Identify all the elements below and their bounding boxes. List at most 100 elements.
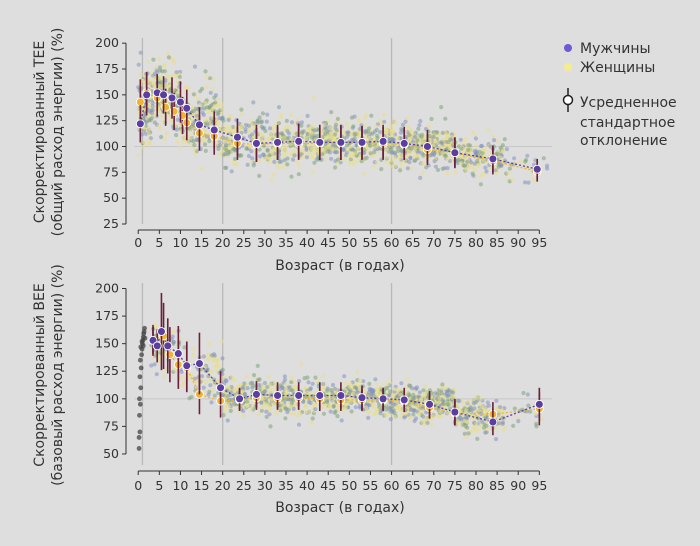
scatter-point (353, 151, 358, 156)
scatter-point (291, 406, 296, 411)
scatter-point (368, 151, 373, 156)
scatter-point (322, 131, 328, 136)
scatter-point (400, 122, 405, 127)
scatter-point (243, 122, 249, 128)
scatter-point (384, 407, 389, 412)
scatter-point (523, 158, 529, 163)
scatter-point (336, 157, 341, 162)
scatter-point (420, 132, 425, 137)
x-tick-label: 70 (426, 235, 442, 250)
scatter-point (200, 86, 205, 91)
bee-infant-points (136, 325, 148, 451)
scatter-point (201, 385, 206, 390)
scatter-point (259, 408, 264, 413)
scatter-point (182, 139, 187, 144)
scatter-point (335, 162, 340, 167)
scatter-point (412, 389, 417, 394)
scatter-point (391, 129, 396, 134)
scatter-point (209, 353, 214, 358)
scatter-point (233, 128, 238, 134)
scatter-point (522, 180, 528, 185)
scatter-point (444, 386, 449, 391)
legend: Мужчины Женщины Усредненное стандартное … (562, 41, 677, 149)
scatter-point (203, 69, 208, 74)
scatter-point (357, 384, 362, 389)
scatter-point (418, 146, 424, 151)
scatter-point (500, 415, 505, 420)
scatter-point (450, 395, 455, 400)
y-tick-label: 200 (95, 281, 119, 296)
scatter-point (162, 136, 168, 141)
scatter-point (141, 140, 146, 145)
scatter-point (309, 420, 314, 426)
scatter-point (526, 180, 531, 185)
x-tick-label: 0 (134, 235, 142, 250)
scatter-point (474, 150, 479, 155)
scatter-point (512, 406, 517, 411)
scatter-point (220, 393, 225, 398)
scatter-point (350, 151, 355, 156)
legend-women-marker (564, 63, 572, 71)
scatter-point (399, 161, 404, 166)
men-mean-point (135, 119, 145, 129)
scatter-point (267, 126, 273, 131)
scatter-point (393, 163, 398, 168)
scatter-point (433, 164, 438, 169)
scatter-point (362, 156, 368, 161)
scatter-point (367, 403, 372, 408)
scatter-point (268, 134, 273, 139)
men-mean-point (378, 136, 388, 146)
y-tick-label: 50 (103, 446, 119, 461)
scatter-point (267, 407, 272, 412)
y-tick-label: 25 (103, 216, 119, 231)
scatter-point (238, 126, 244, 132)
scatter-point (372, 411, 377, 416)
scatter-point (383, 413, 388, 418)
scatter-point (329, 110, 334, 115)
scatter-point (445, 156, 450, 161)
scatter-point (498, 155, 503, 160)
scatter-point (310, 146, 315, 151)
men-mean-point (378, 394, 388, 404)
scatter-point (266, 374, 271, 379)
scatter-point (278, 383, 283, 388)
men-mean-point (488, 417, 498, 427)
scatter-point (488, 144, 493, 149)
scatter-point (208, 383, 213, 388)
scatter-point (175, 139, 180, 144)
scatter-point (171, 58, 176, 63)
x-tick-label: 30 (257, 478, 273, 493)
scatter-point (313, 375, 318, 380)
scatter-point (192, 64, 198, 69)
scatter-point (150, 111, 155, 116)
scatter-point (339, 418, 344, 423)
scatter-point (220, 367, 225, 372)
x-tick-label: 35 (278, 235, 294, 250)
men-mean-point (182, 103, 192, 113)
scatter-point (267, 153, 272, 158)
scatter-point (402, 415, 407, 420)
scatter-point (302, 390, 307, 395)
scatter-point (251, 135, 256, 140)
men-mean-point (156, 327, 166, 336)
infant-point (138, 385, 144, 391)
scatter-point (251, 100, 256, 105)
scatter-point (260, 111, 265, 116)
scatter-point (205, 110, 210, 115)
scatter-point (265, 384, 270, 390)
infant-point (136, 446, 142, 451)
scatter-point (405, 166, 410, 171)
scatter-point (261, 152, 266, 157)
scatter-point (495, 152, 500, 157)
scatter-point (138, 72, 143, 77)
scatter-point (343, 381, 348, 386)
scatter-point (350, 154, 355, 159)
tee-chart-panel: 0 5 10 15 20 25 30 35 40 45 50 55 60 65 70 75 80 85 90 95 25… (32, 28, 553, 274)
scatter-point (384, 155, 389, 160)
scatter-point (476, 427, 482, 432)
men-mean-point (232, 132, 242, 142)
scatter-point (299, 362, 304, 367)
scatter-point (239, 153, 244, 158)
scatter-point (174, 133, 179, 138)
scatter-point (410, 397, 415, 402)
